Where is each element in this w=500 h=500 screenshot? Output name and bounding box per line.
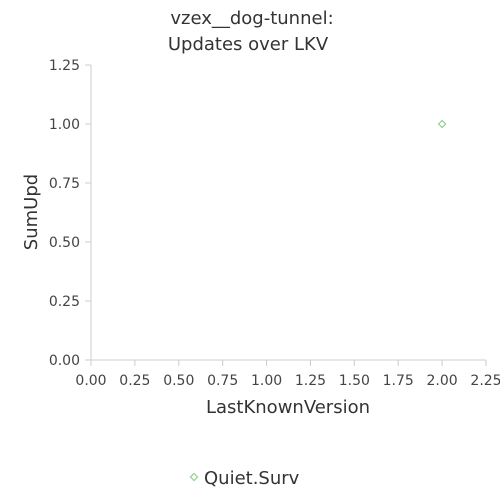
x-tick-label: 1.75	[383, 373, 414, 389]
y-tick-label: 1.25	[49, 58, 80, 74]
x-tick-label: 0.00	[75, 373, 106, 389]
x-tick-label: 2.00	[427, 373, 458, 389]
y-tick-label: 0.00	[49, 353, 80, 369]
x-tick-label: 1.25	[295, 373, 326, 389]
x-tick-label: 1.00	[251, 373, 282, 389]
y-axis: 0.00 0.25 0.50 0.75 1.00 1.25	[49, 58, 92, 369]
legend-marker-quiet-surv	[189, 472, 199, 482]
x-tick-label: 0.50	[163, 373, 194, 389]
data-point[interactable]	[437, 119, 447, 129]
y-axis-label: SumUpd	[21, 174, 42, 250]
chart-title-line-1: vzex__dog-tunnel:	[170, 8, 333, 29]
x-tick-label: 2.25	[470, 373, 500, 389]
data-points	[437, 119, 447, 129]
x-axis: 0.00 0.25 0.50 0.75 1.00 1.25 1.50 1.75 2.00 2.25	[75, 359, 500, 389]
chart-title-line-2: Updates over LKV	[168, 34, 329, 55]
x-axis-label: LastKnownVersion	[206, 397, 370, 418]
legend-label-quiet-surv: Quiet.Surv	[204, 468, 300, 489]
x-tick-label: 0.25	[119, 373, 150, 389]
legend[interactable]: Quiet.Surv	[189, 468, 300, 489]
x-tick-label: 1.50	[339, 373, 370, 389]
y-tick-label: 0.25	[49, 294, 80, 310]
y-tick-label: 1.00	[49, 117, 80, 133]
y-tick-label: 0.50	[49, 235, 80, 251]
y-tick-label: 0.75	[49, 176, 80, 192]
x-tick-label: 0.75	[207, 373, 238, 389]
